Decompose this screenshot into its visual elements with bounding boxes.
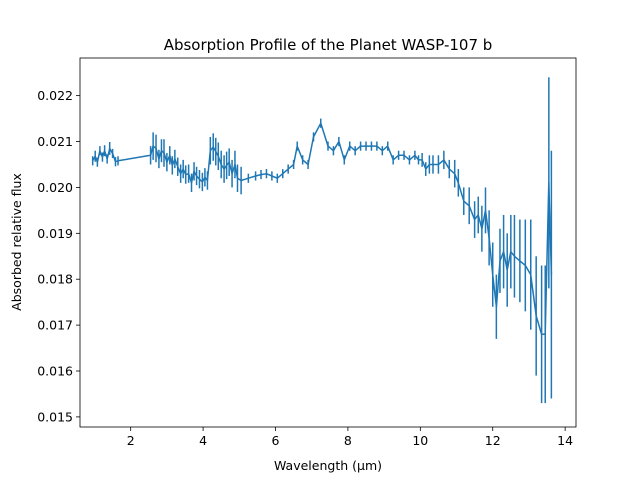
y-axis-label: Absorbed relative flux <box>9 173 24 311</box>
y-tick-label: 0.016 <box>37 364 73 379</box>
x-tick-label: 12 <box>485 433 501 448</box>
y-tick-label: 0.020 <box>37 180 73 195</box>
chart-title: Absorption Profile of the Planet WASP-10… <box>164 36 493 54</box>
x-tick-label: 14 <box>557 433 573 448</box>
y-tick-label: 0.021 <box>37 134 73 149</box>
y-tick-label: 0.022 <box>37 88 73 103</box>
y-tick-label: 0.018 <box>37 272 73 287</box>
x-axis-ticks: 2 4 6 8 10 12 14 <box>127 427 573 448</box>
series-line <box>92 122 553 336</box>
plot-area <box>91 77 553 404</box>
x-tick-label: 2 <box>127 433 135 448</box>
y-axis-ticks: 0.015 0.016 0.017 0.018 0.019 0.020 0.021 0.022 <box>37 88 80 424</box>
axes-frame <box>79 57 577 428</box>
x-tick-label: 8 <box>344 433 352 448</box>
x-axis-label: Wavelength (μm) <box>274 458 382 473</box>
x-tick-label: 10 <box>412 433 428 448</box>
y-tick-label: 0.015 <box>37 409 73 424</box>
x-tick-label: 4 <box>199 433 207 448</box>
y-tick-label: 0.017 <box>37 318 73 333</box>
y-tick-label: 0.019 <box>37 226 73 241</box>
x-tick-label: 6 <box>272 433 280 448</box>
